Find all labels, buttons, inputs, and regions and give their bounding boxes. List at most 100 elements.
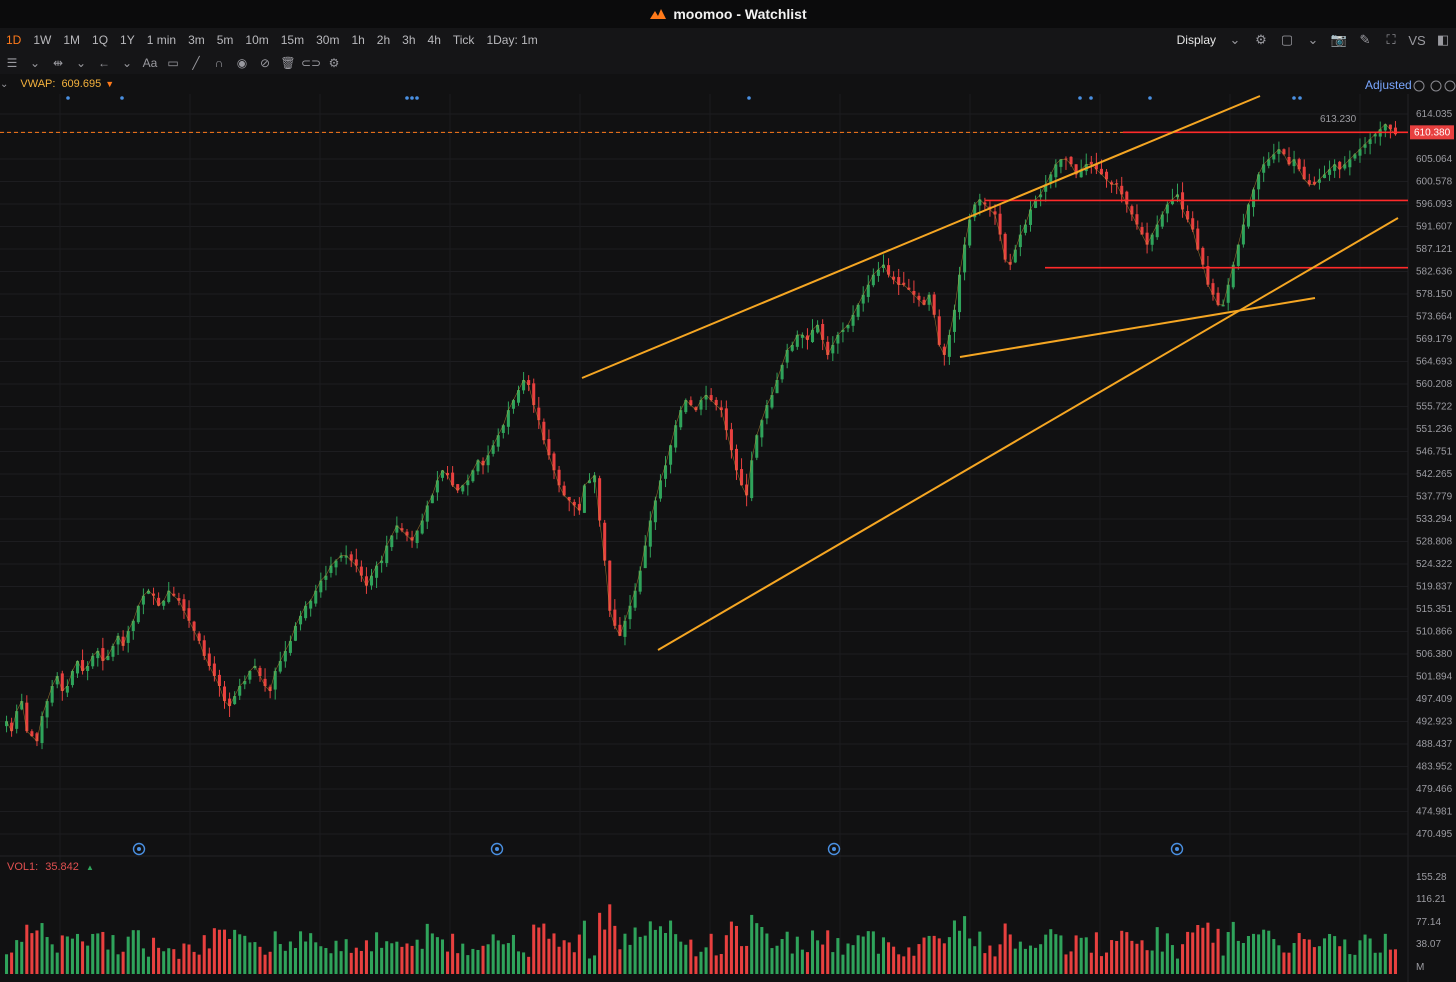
period-button[interactable]: 1Y: [120, 33, 135, 47]
candle-body[interactable]: [694, 407, 698, 411]
period-button[interactable]: 1Day: 1m: [486, 33, 538, 47]
candle-body[interactable]: [420, 520, 424, 534]
period-button[interactable]: 1 min: [146, 33, 177, 47]
event-marker-dot[interactable]: [747, 96, 751, 100]
candle-body[interactable]: [1368, 139, 1372, 145]
candle-body[interactable]: [496, 435, 500, 447]
candle-body[interactable]: [805, 335, 809, 340]
candle-body[interactable]: [1145, 232, 1149, 245]
link-icon[interactable]: ⊂⊃: [300, 56, 322, 70]
candle-body[interactable]: [770, 395, 774, 408]
event-marker-dot[interactable]: [405, 96, 409, 100]
candle-body[interactable]: [963, 244, 967, 273]
candle-body[interactable]: [476, 460, 480, 472]
candle-body[interactable]: [785, 349, 789, 363]
candle-body[interactable]: [369, 575, 374, 586]
trash-icon[interactable]: 🗑: [280, 56, 296, 70]
candle-body[interactable]: [1013, 249, 1017, 263]
candle-body[interactable]: [623, 620, 627, 637]
candle-body[interactable]: [440, 470, 444, 478]
candle-body[interactable]: [202, 640, 206, 656]
candle-body[interactable]: [1074, 164, 1078, 175]
candle-body[interactable]: [400, 528, 404, 531]
candle-body[interactable]: [481, 460, 485, 466]
candle-body[interactable]: [1216, 292, 1220, 305]
candle-body[interactable]: [593, 475, 597, 483]
undo-icon[interactable]: [1413, 80, 1425, 92]
candle-body[interactable]: [1211, 283, 1215, 295]
candle-body[interactable]: [1125, 191, 1129, 205]
candle-body[interactable]: [947, 334, 951, 357]
period-button[interactable]: 1h: [351, 33, 365, 47]
candle-body[interactable]: [522, 380, 526, 391]
candle-body[interactable]: [136, 605, 140, 623]
candle-body[interactable]: [719, 407, 723, 411]
candle-body[interactable]: [968, 219, 972, 246]
candle-body[interactable]: [669, 445, 673, 465]
adjusted-label[interactable]: Adjusted: [1365, 78, 1412, 92]
candle-body[interactable]: [841, 329, 845, 333]
candle-body[interactable]: [304, 605, 308, 619]
candle-body[interactable]: [750, 460, 754, 499]
candle-body[interactable]: [1044, 184, 1048, 192]
candle-body[interactable]: [25, 702, 29, 732]
candle-body[interactable]: [1150, 234, 1154, 245]
candle-body[interactable]: [55, 675, 59, 685]
candle-body[interactable]: [1034, 199, 1038, 208]
candle-body[interactable]: [10, 722, 14, 732]
chart-area[interactable]: 614.035 605.064 600.578 596.093 591.607 587.1…: [0, 74, 1456, 982]
chevron-down-icon[interactable]: ⌄: [75, 56, 87, 70]
candle-body[interactable]: [1322, 174, 1327, 179]
candle-body[interactable]: [511, 400, 515, 409]
candle-body[interactable]: [1292, 159, 1296, 167]
news-marker-icon[interactable]: [490, 842, 504, 856]
candle-body[interactable]: [902, 282, 906, 285]
candle-body[interactable]: [364, 576, 368, 586]
candle-body[interactable]: [876, 269, 880, 276]
candle-body[interactable]: [704, 395, 708, 400]
candle-body[interactable]: [146, 590, 150, 594]
candle-body[interactable]: [359, 566, 363, 576]
candle-body[interactable]: [466, 480, 470, 486]
candle-body[interactable]: [192, 621, 196, 631]
candle-body[interactable]: [1186, 211, 1190, 220]
candle-body[interactable]: [45, 701, 49, 718]
candle-body[interactable]: [217, 674, 221, 687]
vwap-menu-icon[interactable]: ⌄: [0, 78, 9, 90]
candle-body[interactable]: [658, 480, 662, 499]
period-button[interactable]: 1M: [63, 33, 81, 47]
candle-body[interactable]: [552, 453, 556, 471]
comment-icon[interactable]: ▭: [167, 56, 179, 70]
candle-body[interactable]: [978, 199, 982, 206]
candle-body[interactable]: [1383, 124, 1387, 131]
candle-body[interactable]: [15, 711, 19, 729]
display-button[interactable]: Display: [1176, 33, 1216, 47]
candle-body[interactable]: [1302, 166, 1306, 180]
menu-lines-icon[interactable]: ☰: [6, 56, 18, 70]
candle-body[interactable]: [699, 400, 703, 410]
layout-box-icon[interactable]: ▢: [1280, 32, 1294, 47]
candle-body[interactable]: [238, 686, 242, 696]
candle-body[interactable]: [1069, 156, 1073, 165]
event-marker-dot[interactable]: [66, 96, 70, 100]
period-button[interactable]: 2h: [376, 33, 391, 47]
candle-body[interactable]: [800, 334, 804, 338]
candle-body[interactable]: [1226, 284, 1230, 303]
candle-body[interactable]: [1241, 224, 1245, 245]
candle-body[interactable]: [516, 390, 521, 403]
candle-body[interactable]: [532, 383, 536, 406]
candle-body[interactable]: [430, 495, 434, 504]
candle-body[interactable]: [324, 575, 328, 580]
candle-body[interactable]: [745, 484, 749, 496]
candle-body[interactable]: [795, 334, 799, 347]
fit-width-icon[interactable]: ⇹: [52, 56, 64, 70]
candle-body[interactable]: [446, 472, 450, 476]
candle-body[interactable]: [162, 600, 166, 606]
candle-body[interactable]: [207, 653, 211, 666]
trend-line[interactable]: [581, 95, 1261, 379]
candle-body[interactable]: [1373, 134, 1377, 137]
candle-body[interactable]: [892, 276, 896, 280]
candle-body[interactable]: [1089, 161, 1093, 165]
candle-body[interactable]: [836, 334, 840, 344]
period-button[interactable]: 5m: [216, 33, 234, 47]
